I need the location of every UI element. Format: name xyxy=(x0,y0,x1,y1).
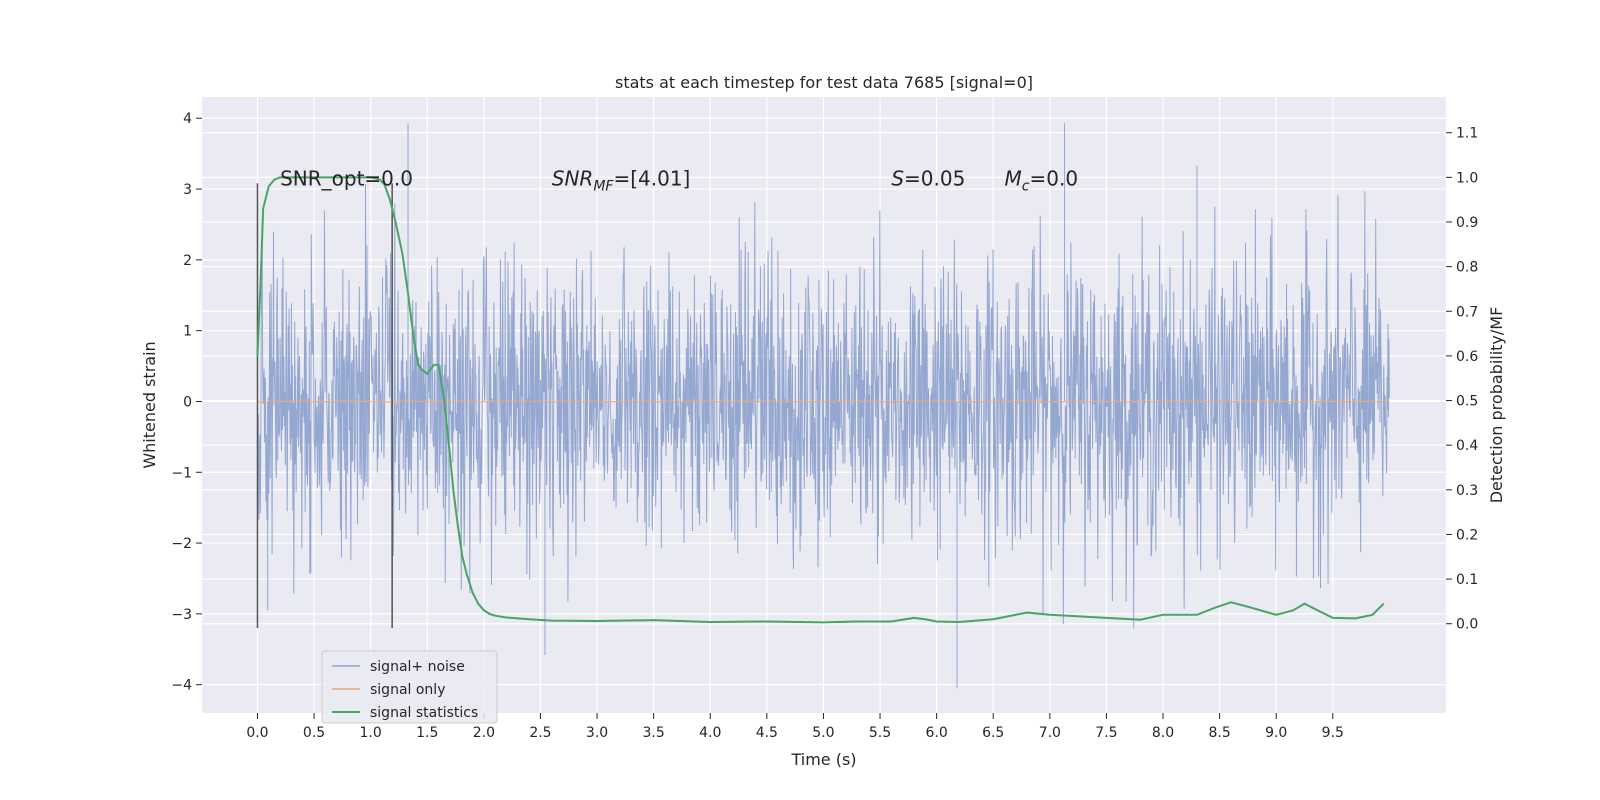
y-right-tick-label: 1.0 xyxy=(1456,170,1478,186)
y-right-tick-label: 0.6 xyxy=(1456,349,1478,365)
x-tick-label: 5.0 xyxy=(812,725,834,741)
x-tick-label: 4.5 xyxy=(756,725,778,741)
y-right-tick-label: 0.4 xyxy=(1456,438,1478,454)
annotation-1: SNRMF=[4.01] xyxy=(552,167,691,195)
line-signal-noise xyxy=(256,123,1390,689)
y-left-tick-label: 3 xyxy=(183,182,192,198)
x-axis-label: Time (s) xyxy=(790,750,856,769)
y-left-tick-label: −2 xyxy=(171,536,192,552)
y-right-tick-label: 0.8 xyxy=(1456,260,1478,276)
annotation-0: SNR_opt=0.0 xyxy=(280,167,413,191)
y-left-tick-label: −3 xyxy=(171,607,192,623)
x-tick-label: 9.5 xyxy=(1322,725,1344,741)
series-signal-noise xyxy=(256,123,1390,689)
y-left-tick-label: 4 xyxy=(183,111,192,127)
y-left-tick-label: −4 xyxy=(171,678,192,694)
x-tick-label: 6.5 xyxy=(982,725,1004,741)
y-right-axis-ticks: 1.1 1.0 0.9 0.8 0.7 0.6 0.5 0.4 0.3 0.2 0.1 0.0 xyxy=(1446,126,1478,633)
x-tick-label: 7.5 xyxy=(1095,725,1117,741)
legend-label-signal-only: signal only xyxy=(370,682,445,698)
y-right-tick-label: 0.3 xyxy=(1456,483,1478,499)
legend-label-signal-noise: signal+ noise xyxy=(370,659,465,675)
x-tick-label: 8.0 xyxy=(1152,725,1174,741)
legend: signal+ noise signal only signal statist… xyxy=(321,650,498,724)
x-tick-label: 1.0 xyxy=(360,725,382,741)
y-right-tick-label: 0.9 xyxy=(1456,215,1478,231)
y-right-tick-label: 0.2 xyxy=(1456,527,1478,543)
y-left-axis-label: Whitened strain xyxy=(140,341,159,468)
x-tick-label: 3.0 xyxy=(586,725,608,741)
y-left-tick-label: −1 xyxy=(171,465,192,481)
y-right-tick-label: 0.0 xyxy=(1456,617,1478,633)
legend-label-signal-statistics: signal statistics xyxy=(370,705,478,721)
y-left-tick-label: 2 xyxy=(183,253,192,269)
x-tick-label: 2.0 xyxy=(473,725,495,741)
x-axis-ticks: 0.0 0.5 1.0 1.5 2.0 2.5 3.0 3.5 4.0 4.5 5.0 5.5 6.0 6… xyxy=(246,713,1344,741)
x-tick-label: 8.5 xyxy=(1208,725,1230,741)
x-tick-label: 6.0 xyxy=(925,725,947,741)
annotations: SNR_opt=0.0 SNRMF=[4.01] S=0.05 Mc=0.0 xyxy=(280,167,1078,195)
y-right-tick-label: 1.1 xyxy=(1456,126,1478,142)
x-tick-label: 1.5 xyxy=(416,725,438,741)
y-right-tick-label: 0.1 xyxy=(1456,572,1478,588)
x-tick-label: 3.5 xyxy=(643,725,665,741)
x-tick-label: 7.0 xyxy=(1039,725,1061,741)
x-tick-label: 9.0 xyxy=(1265,725,1287,741)
y-right-axis-label: Detection probability/MF xyxy=(1487,307,1506,504)
x-tick-label: 4.0 xyxy=(699,725,721,741)
chart-title: stats at each timestep for test data 768… xyxy=(615,73,1033,92)
y-left-axis-ticks: 4 3 2 1 0 −1 −2 −3 −4 xyxy=(171,111,202,694)
vertical-markers xyxy=(256,183,393,629)
series-signal-statistics xyxy=(256,176,1385,624)
x-tick-label: 5.5 xyxy=(869,725,891,741)
x-tick-label: 0.5 xyxy=(303,725,325,741)
annotation-2: S=0.05 xyxy=(891,167,965,191)
y-left-tick-label: 1 xyxy=(183,324,192,340)
x-tick-label: 0.0 xyxy=(246,725,268,741)
y-left-tick-label: 0 xyxy=(183,394,192,410)
y-right-tick-label: 0.7 xyxy=(1456,304,1478,320)
x-tick-label: 2.5 xyxy=(529,725,551,741)
y-right-tick-label: 0.5 xyxy=(1456,394,1478,410)
line-signal-statistics xyxy=(256,176,1385,624)
annotation-3: Mc=0.0 xyxy=(1005,167,1079,195)
legend-box xyxy=(321,650,498,724)
